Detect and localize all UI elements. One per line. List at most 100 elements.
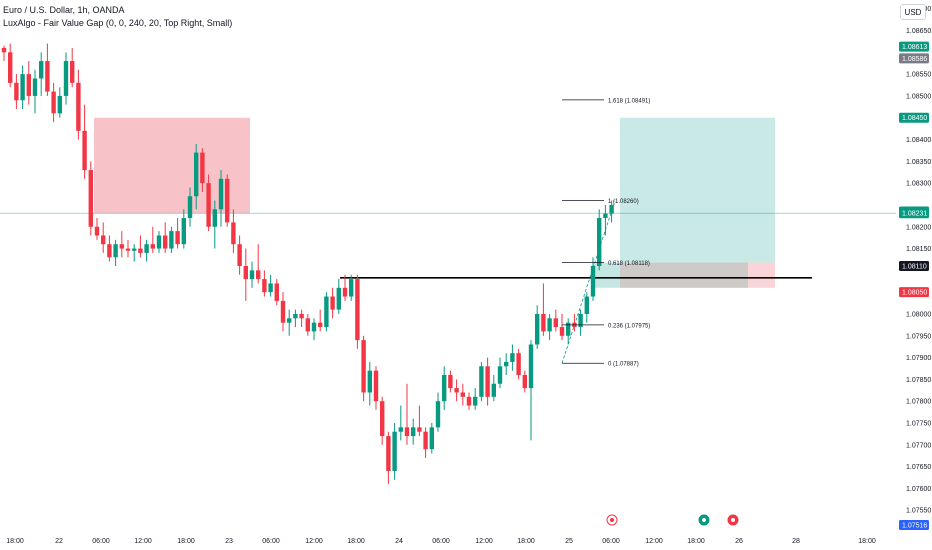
price-tick-label: 1.07650	[906, 464, 931, 471]
price-tick-label: 1.07950	[906, 333, 931, 340]
time-tick-label: 22	[55, 538, 63, 545]
time-tick-label: 18:00	[347, 538, 365, 545]
price-tag	[899, 41, 929, 52]
candle-body	[355, 279, 360, 341]
price-tag	[899, 520, 929, 531]
candle-body	[423, 431, 428, 450]
candle-body	[20, 74, 25, 101]
candle-body	[1, 47, 7, 53]
price-tick-label: 1.08350	[906, 159, 931, 166]
candle-body	[181, 218, 186, 245]
time-tick-label: 12:00	[475, 538, 493, 545]
price-tick-label: 1.08150	[906, 246, 931, 253]
time-tick-label: 25	[565, 538, 573, 545]
indicator-label[interactable]: LuxAlgo - Fair Value Gap (0, 0, 240, 20,…	[3, 18, 233, 28]
candle-body	[57, 95, 62, 114]
price-tag	[899, 112, 929, 123]
fib-level-label: 0 (1.07887)	[608, 362, 639, 368]
currency-button[interactable]: USD	[900, 4, 926, 20]
candle-body	[274, 283, 279, 301]
candle-body	[138, 248, 143, 253]
candle-body	[510, 353, 515, 362]
time-tick-label: 23	[225, 538, 233, 545]
candle-body	[299, 313, 304, 319]
candle-body	[218, 178, 224, 210]
candle-body	[553, 318, 558, 328]
fib-level-label: 0.618 (1.08118)	[608, 261, 650, 267]
zones-layer	[94, 117, 775, 288]
candle-body	[528, 344, 534, 389]
time-tick-label: 18:00	[177, 538, 195, 545]
candle-body	[88, 170, 93, 227]
candle-body	[417, 427, 422, 432]
candle-body	[175, 231, 180, 245]
candle-body	[590, 266, 596, 297]
candle-body	[597, 218, 602, 266]
symbol-title[interactable]: Euro / U.S. Dollar, 1h, OANDA	[3, 5, 125, 15]
time-tick-label: 06:00	[262, 538, 280, 545]
candle-body	[76, 82, 81, 131]
candle-body	[311, 322, 317, 332]
candle-body	[156, 235, 162, 249]
candle-body	[26, 74, 31, 96]
candle-body	[516, 353, 521, 376]
economic-event-icon	[727, 514, 739, 526]
time-tick-label: 26	[735, 538, 743, 545]
price-tag-label: 1.08613	[902, 44, 927, 51]
candle-body	[150, 244, 155, 249]
time-tick-label: 18:00	[517, 538, 535, 545]
event-dot	[731, 518, 735, 522]
candle-body	[119, 244, 124, 249]
candle-body	[63, 61, 69, 96]
price-tick-label: 1.08300	[906, 181, 931, 188]
price-tick-label: 1.07600	[906, 486, 931, 493]
time-tick-label: 18:00	[6, 538, 24, 545]
candle-body	[268, 283, 273, 293]
candle-body	[280, 300, 286, 323]
candle-body	[336, 287, 341, 310]
candle-body	[14, 82, 19, 101]
time-tick-label: 12:00	[134, 538, 152, 545]
candle-body	[541, 313, 546, 332]
candle-body	[466, 396, 472, 406]
candle-body	[367, 370, 372, 393]
candle-body	[373, 370, 379, 402]
time-tick-label: 06:00	[432, 538, 450, 545]
event-dot	[610, 518, 614, 522]
candle-body	[32, 78, 38, 96]
price-tag-label: 1.08050	[902, 290, 927, 297]
candles-layer	[1, 43, 614, 485]
candle-body	[231, 222, 236, 245]
price-tick-label: 1.08550	[906, 72, 931, 79]
lines-layer	[0, 200, 896, 364]
candle-body	[132, 248, 137, 251]
candle-body	[473, 396, 478, 406]
economic-event-icon	[698, 514, 710, 526]
candle-body	[225, 178, 230, 223]
candle-body	[194, 152, 199, 197]
price-tag-label: 1.08450	[902, 115, 927, 122]
candle-body	[8, 52, 13, 83]
candle-body	[349, 279, 354, 297]
candle-body	[169, 231, 174, 249]
candle-body	[144, 244, 149, 253]
candle-body	[479, 366, 484, 397]
fib-layer: 1.618 (1.08491) 1 (1.08260) 0.618 (1.08118…	[562, 98, 650, 368]
candle-body	[609, 204, 614, 214]
candle-body	[460, 392, 465, 397]
time-tick-label: 24	[395, 538, 403, 545]
candle-body	[497, 366, 503, 384]
candle-body	[113, 244, 118, 258]
price-tag	[899, 287, 929, 298]
candle-body	[293, 313, 298, 319]
candle-body	[107, 244, 112, 258]
event-dot	[702, 518, 706, 522]
candle-body	[305, 318, 310, 332]
candle-body	[491, 383, 496, 397]
event-icons	[606, 514, 739, 526]
candle-body	[603, 213, 608, 219]
price-tick-label: 1.08650	[906, 28, 931, 35]
entry-zone	[620, 262, 748, 288]
